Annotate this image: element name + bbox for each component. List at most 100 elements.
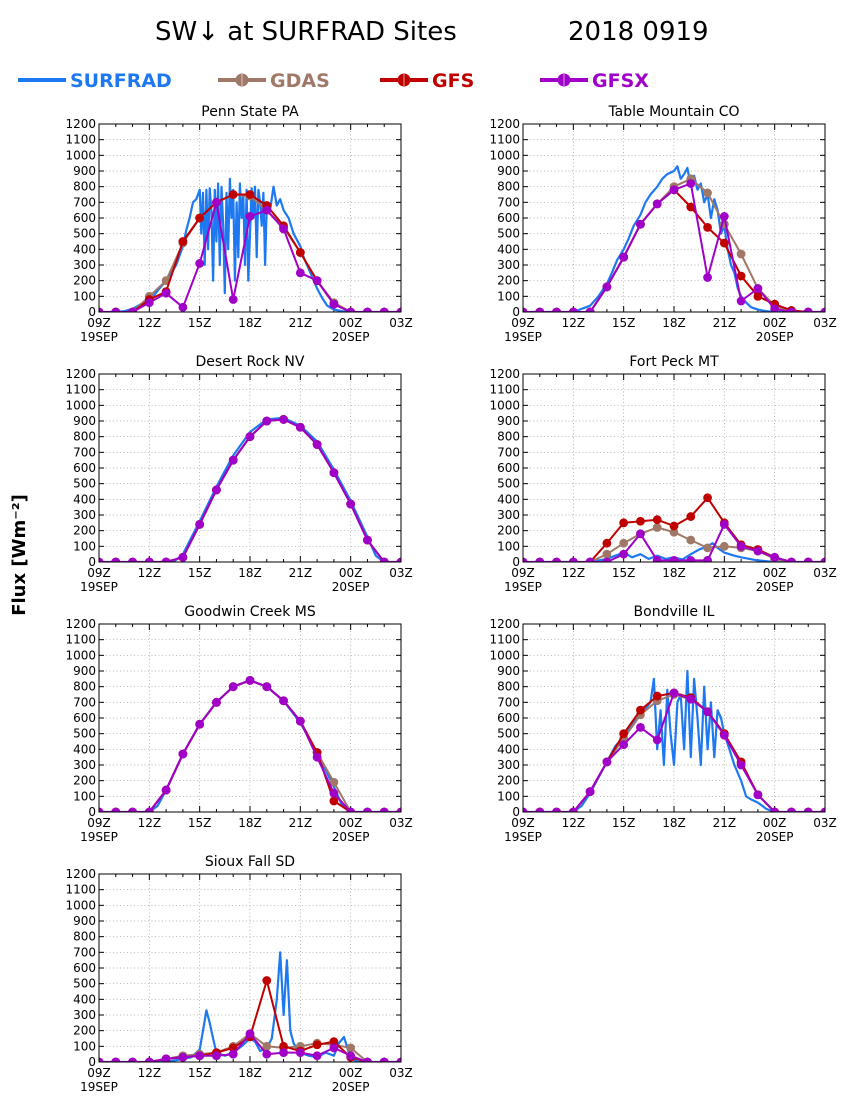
x-tick-label: 09Z [511,816,535,830]
point-gdas [703,188,712,198]
x-tick-label: 00Z [763,316,787,330]
point-gfsx [703,556,712,562]
x-tick-label: 21Z [713,566,737,580]
x-tick-label: 18Z [238,1066,262,1080]
y-tick-label: 100 [497,289,520,303]
point-gfsx [161,1054,171,1062]
y-tick-label: 0 [512,805,520,819]
point-gfsx [602,757,612,767]
x-tick-label: 15Z [612,316,636,330]
point-gfsx [535,307,545,312]
point-gfsx [99,557,104,562]
point-gfsx [652,199,662,209]
point-gfsx [295,422,305,432]
legend-entry-surfrad: SURFRAD [18,70,172,92]
y-tick-label: 200 [497,774,520,788]
point-gfsx [363,307,372,312]
point-gfs [719,238,729,248]
point-gfsx [144,1057,154,1062]
x-tick-label: 00Z [763,816,787,830]
x-date-label: 20SEP [332,330,370,344]
point-gfsx [770,304,780,312]
y-tick-label: 200 [73,524,96,538]
x-tick-label: 18Z [662,316,686,330]
panel-title: Fort Peck MT [629,354,719,370]
point-gfsx [753,546,763,556]
point-gfsx [228,682,238,692]
x-tick-label: 12Z [562,316,586,330]
y-tick-label: 100 [73,789,96,803]
x-tick-label: 00Z [339,1066,363,1080]
point-gfsx [99,307,104,312]
point-gfs [652,515,662,525]
y-tick-label: 800 [73,180,96,194]
y-tick-label: 700 [73,445,96,459]
point-gfsx [787,307,796,312]
x-date-label: 19SEP [504,830,542,844]
point-gdas [703,543,712,553]
point-gfsx [719,730,729,740]
x-date-label: 20SEP [332,580,370,594]
legend: SURFRAD GDAS GFS GFSX [18,70,649,92]
point-gfsx [535,807,545,812]
x-tick-label: 21Z [289,1066,313,1080]
panel-title: Desert Rock NV [196,354,305,370]
point-gfsx [719,520,729,529]
y-tick-label: 600 [497,211,520,225]
y-tick-label: 200 [73,774,96,788]
series-group [99,177,401,312]
x-tick-label: 00Z [763,566,787,580]
point-gfsx [552,557,561,562]
figure-title-left: SW↓ at SURFRAD Sites [155,17,457,47]
point-gfsx [279,1048,288,1057]
y-tick-label: 300 [497,508,520,522]
y-tick-label: 500 [497,727,520,741]
point-gfsx [719,212,729,221]
x-tick-label: 03Z [813,316,837,330]
x-date-label: 20SEP [756,330,794,344]
point-gdas [686,535,696,545]
point-gfsx [144,807,154,812]
x-tick-label: 09Z [87,566,111,580]
point-gfsx [552,307,561,312]
point-gfsx [228,455,238,465]
point-gfsx [363,1057,372,1062]
legend-entry-gfsx: GFSX [540,70,649,92]
x-tick-label: 09Z [511,566,535,580]
point-gfsx [619,252,629,262]
y-tick-label: 900 [73,414,96,428]
point-gfs [329,796,339,806]
point-gfsx [346,307,356,312]
x-tick-label: 03Z [389,566,413,580]
point-gfsx [312,752,322,762]
point-gfsx [686,179,696,188]
point-gfsx [602,557,612,562]
series-line-surfrad [99,416,401,562]
y-tick-label: 100 [73,289,96,303]
y-tick-label: 900 [497,164,520,178]
series-group [523,493,825,562]
point-gfsx [535,557,545,562]
point-gfsx [262,205,272,215]
point-gfsx [262,1049,272,1059]
point-gfs [669,521,679,531]
x-tick-label: 12Z [138,566,162,580]
point-gfs [652,691,662,701]
point-gfsx [312,276,322,286]
x-tick-label: 18Z [662,566,686,580]
point-gfs [703,222,712,232]
point-gfsx [636,529,645,539]
plot-frame [522,373,826,563]
y-tick-label: 1100 [65,383,96,397]
point-gfsx [245,1029,255,1039]
x-tick-label: 12Z [138,816,162,830]
y-tick-label: 0 [512,305,520,319]
point-gdas [329,777,339,787]
plot-frame [522,623,826,813]
series-group [523,669,825,812]
series-line-surfrad [99,177,401,312]
y-tick-label: 600 [73,211,96,225]
y-tick-label: 900 [497,664,520,678]
point-gfsx [669,556,679,562]
